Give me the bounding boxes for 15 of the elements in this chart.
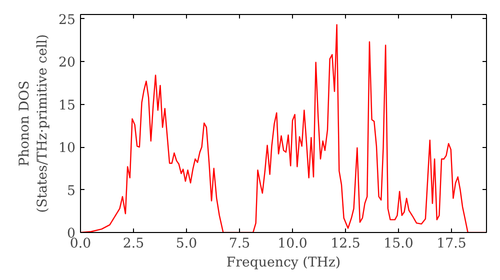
x-tick-label: 12.5 [330,236,360,252]
y-tick-label: 10 [58,141,76,156]
x-tick-label: 5.0 [176,236,198,252]
x-axis-title: Frequency (THz) [226,256,341,270]
y-axis-title: Phonon DOS (States/THz·primitive cell) [18,34,51,213]
y-tick-label: 20 [58,56,76,71]
x-tick-label: 7.5 [228,236,250,252]
y-tick-label: 15 [58,98,76,114]
x-tick-label: 15.0 [384,236,414,252]
x-tick-label: 10.0 [278,236,308,252]
y-tick-label: 5 [67,184,76,199]
x-tick-label: 0.0 [70,236,92,252]
x-tick-label: 17.5 [436,236,466,252]
y-tick-label: 25 [58,12,76,28]
x-tick-label: 2.5 [122,236,144,252]
